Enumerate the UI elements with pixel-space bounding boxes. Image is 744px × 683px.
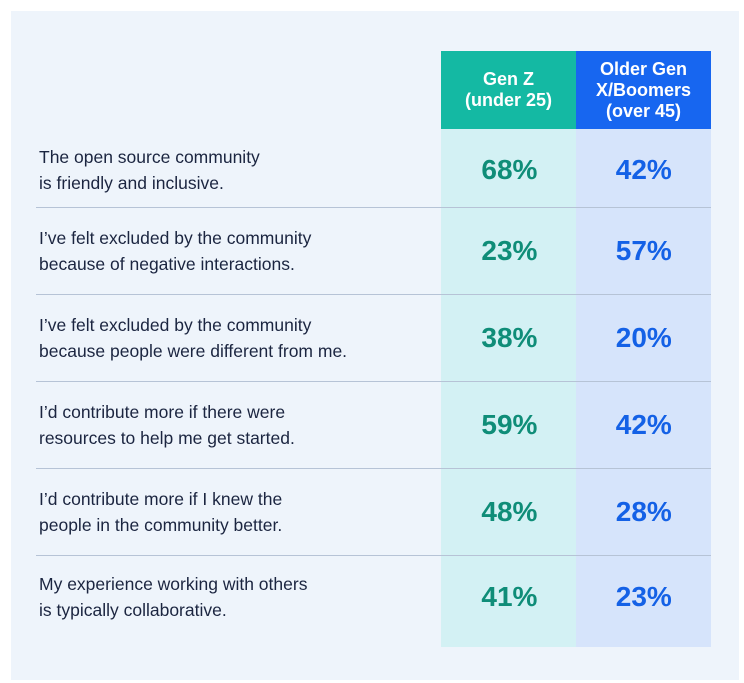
older-column-background [576, 61, 711, 647]
row-divider [36, 468, 711, 469]
older-value: 20% [615, 322, 672, 353]
table-row: I’d contribute more if I knew the people… [36, 469, 711, 555]
table-row: I’ve felt excluded by the community beca… [36, 295, 711, 381]
genz-value: 48% [481, 496, 538, 527]
row-label: I’d contribute more if there were resour… [39, 402, 295, 448]
genz-header-label: Gen Z (under 25) [464, 69, 552, 110]
genz-value: 68% [481, 153, 538, 185]
older-value: 28% [615, 496, 672, 527]
table-row: I’ve felt excluded by the community beca… [36, 208, 711, 294]
genz-value: 41% [481, 580, 538, 612]
table-row: My experience working with others is typ… [36, 556, 711, 637]
chart-panel: Gen Z (under 25) Older Gen X/Boomers (ov… [11, 11, 739, 680]
row-label: I’d contribute more if I knew the people… [39, 489, 283, 535]
row-label: My experience working with others is typ… [39, 573, 308, 620]
row-label: I’ve felt excluded by the community beca… [39, 315, 348, 361]
genz-value: 38% [481, 322, 538, 353]
row-divider [36, 207, 711, 208]
older-value: 57% [615, 235, 672, 266]
table-row: I’d contribute more if there were resour… [36, 382, 711, 468]
older-value: 42% [615, 409, 672, 440]
row-divider [36, 555, 711, 556]
genz-column-background [441, 61, 576, 647]
table-row: The open source community is friendly an… [36, 132, 711, 207]
older-column-header: Older Gen X/Boomers (over 45) [576, 51, 711, 129]
row-divider [36, 294, 711, 295]
row-label: I’ve felt excluded by the community beca… [39, 228, 312, 274]
genz-value: 23% [481, 235, 538, 266]
row-divider [36, 381, 711, 382]
genz-value: 59% [481, 409, 538, 440]
older-header-label: Older Gen X/Boomers (over 45) [595, 58, 692, 121]
row-label: The open source community is friendly an… [39, 146, 260, 193]
genz-column-header: Gen Z (under 25) [441, 51, 576, 129]
older-value: 23% [615, 580, 672, 612]
older-value: 42% [615, 153, 672, 185]
